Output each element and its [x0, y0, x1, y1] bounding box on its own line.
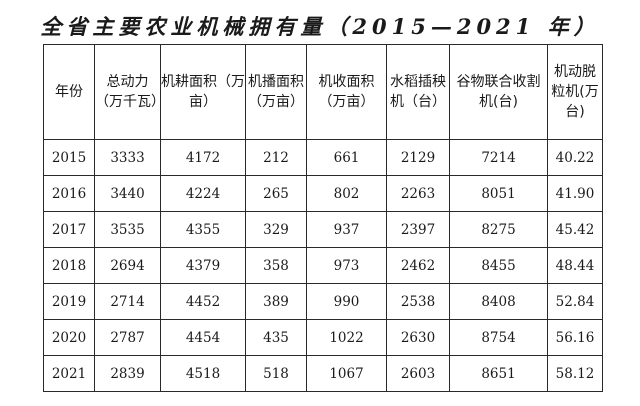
cell-harvest-area: 661 [306, 139, 387, 176]
cell-thresher: 48.44 [547, 247, 603, 284]
cell-rice-transplanter: 2538 [386, 283, 450, 320]
table-body: 2015 3333 4172 212 661 2129 7214 40.22 2016 3440 4… [43, 139, 603, 392]
header-harvest-area: 机收面积（万亩） [306, 44, 387, 140]
cell-harvest-area: 802 [306, 175, 387, 212]
header-row: 年份 总动力（万千瓦） 机耕面积（万亩） 机播面积（万亩） 机收面积（万亩） 水… [43, 44, 603, 140]
cell-thresher: 52.84 [547, 283, 603, 320]
cell-sowing-area: 265 [245, 175, 307, 212]
cell-rice-transplanter: 2129 [386, 139, 450, 176]
header-sowing-area: 机播面积（万亩） [245, 44, 307, 140]
cell-thresher: 40.22 [547, 139, 603, 176]
cell-total-power: 2787 [94, 319, 161, 356]
cell-year: 2018 [43, 247, 95, 284]
cell-year: 2020 [43, 319, 95, 356]
table-row: 2019 2714 4452 389 990 2538 8408 52.84 [43, 283, 603, 320]
cell-plowing-area: 4172 [160, 139, 246, 176]
cell-plowing-area: 4454 [160, 319, 246, 356]
cell-combine-harvester: 8408 [449, 283, 548, 320]
cell-sowing-area: 212 [245, 139, 307, 176]
cell-total-power: 2714 [94, 283, 161, 320]
cell-sowing-area: 329 [245, 211, 307, 248]
table-row: 2017 3535 4355 329 937 2397 8275 45.42 [43, 211, 603, 248]
cell-year: 2019 [43, 283, 95, 320]
cell-combine-harvester: 8754 [449, 319, 548, 356]
cell-harvest-area: 1022 [306, 319, 387, 356]
cell-plowing-area: 4224 [160, 175, 246, 212]
cell-total-power: 3440 [94, 175, 161, 212]
cell-rice-transplanter: 2397 [386, 211, 450, 248]
cell-total-power: 2694 [94, 247, 161, 284]
cell-year: 2021 [43, 355, 95, 392]
table-row: 2018 2694 4379 358 973 2462 8455 48.44 [43, 247, 603, 284]
cell-rice-transplanter: 2603 [386, 355, 450, 392]
cell-harvest-area: 973 [306, 247, 387, 284]
machinery-table: 年份 总动力（万千瓦） 机耕面积（万亩） 机播面积（万亩） 机收面积（万亩） 水… [43, 44, 603, 392]
cell-sowing-area: 389 [245, 283, 307, 320]
cell-harvest-area: 990 [306, 283, 387, 320]
cell-plowing-area: 4452 [160, 283, 246, 320]
data-table-container: 年份 总动力（万千瓦） 机耕面积（万亩） 机播面积（万亩） 机收面积（万亩） 水… [43, 44, 603, 392]
cell-thresher: 45.42 [547, 211, 603, 248]
cell-year: 2015 [43, 139, 95, 176]
cell-total-power: 3333 [94, 139, 161, 176]
cell-harvest-area: 937 [306, 211, 387, 248]
page-title: 全省主要农业机械拥有量（2015—2021 年） [40, 14, 600, 39]
header-plowing-area: 机耕面积（万亩） [160, 44, 246, 140]
table-row: 2015 3333 4172 212 661 2129 7214 40.22 [43, 139, 603, 176]
cell-sowing-area: 518 [245, 355, 307, 392]
cell-combine-harvester: 7214 [449, 139, 548, 176]
header-combine-harvester: 谷物联合收割机(台) [449, 44, 548, 140]
cell-total-power: 2839 [94, 355, 161, 392]
cell-year: 2017 [43, 211, 95, 248]
cell-plowing-area: 4379 [160, 247, 246, 284]
cell-total-power: 3535 [94, 211, 161, 248]
header-year: 年份 [43, 44, 95, 140]
header-thresher: 机动脱粒机(万台) [547, 44, 603, 140]
cell-thresher: 56.16 [547, 319, 603, 356]
cell-rice-transplanter: 2263 [386, 175, 450, 212]
cell-combine-harvester: 8651 [449, 355, 548, 392]
cell-combine-harvester: 8275 [449, 211, 548, 248]
cell-year: 2016 [43, 175, 95, 212]
table-row: 2021 2839 4518 518 1067 2603 8651 58.12 [43, 355, 603, 392]
cell-thresher: 41.90 [547, 175, 603, 212]
cell-plowing-area: 4518 [160, 355, 246, 392]
cell-plowing-area: 4355 [160, 211, 246, 248]
cell-combine-harvester: 8051 [449, 175, 548, 212]
cell-combine-harvester: 8455 [449, 247, 548, 284]
header-total-power: 总动力（万千瓦） [94, 44, 161, 140]
cell-rice-transplanter: 2462 [386, 247, 450, 284]
cell-sowing-area: 435 [245, 319, 307, 356]
cell-rice-transplanter: 2630 [386, 319, 450, 356]
cell-sowing-area: 358 [245, 247, 307, 284]
cell-harvest-area: 1067 [306, 355, 387, 392]
header-rice-transplanter: 水稻插秧机（台） [386, 44, 450, 140]
table-row: 2020 2787 4454 435 1022 2630 8754 56.16 [43, 319, 603, 356]
cell-thresher: 58.12 [547, 355, 603, 392]
table-row: 2016 3440 4224 265 802 2263 8051 41.90 [43, 175, 603, 212]
